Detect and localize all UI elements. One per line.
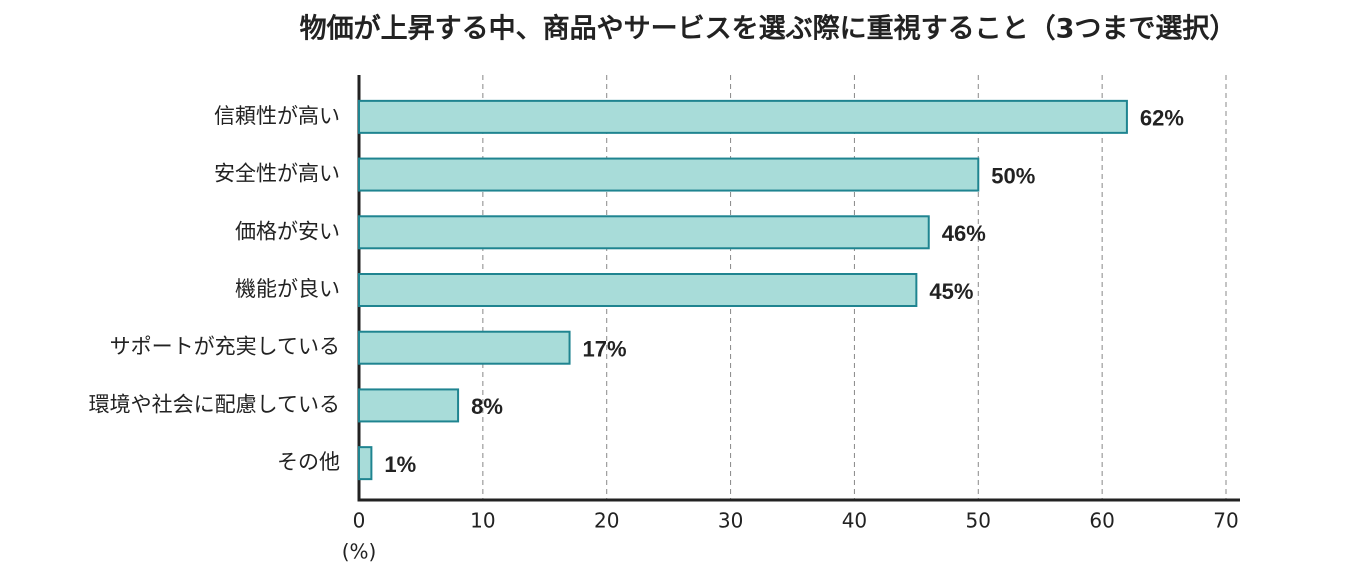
- bar: [358, 273, 918, 307]
- bar: [358, 388, 460, 423]
- category-label: サポートが充実している: [110, 335, 340, 359]
- bar: [358, 99, 1128, 134]
- x-tick-label: 0: [353, 509, 366, 533]
- bar: [358, 446, 373, 481]
- x-tick-label: 30: [718, 509, 743, 533]
- category-label: 環境や社会に配慮している: [89, 392, 340, 416]
- category-label: 価格が安い: [235, 219, 340, 243]
- value-label: 50%: [991, 163, 1035, 188]
- bar: [358, 330, 571, 365]
- x-tick-label: 60: [1089, 509, 1114, 533]
- x-tick-label: 20: [594, 509, 619, 533]
- bar: [358, 157, 980, 192]
- x-tick-label: 70: [1213, 509, 1238, 533]
- category-label: 信頼性が高い: [214, 104, 340, 128]
- value-label: 17%: [583, 337, 627, 362]
- category-label: 機能が良い: [235, 277, 340, 301]
- value-label: 8%: [471, 394, 503, 419]
- x-tick-label: 10: [470, 509, 495, 533]
- bar: [358, 215, 930, 250]
- value-label: 46%: [942, 221, 986, 246]
- category-label: 安全性が高い: [214, 162, 340, 186]
- x-tick-label: 50: [966, 509, 991, 533]
- value-label: 62%: [1140, 106, 1184, 131]
- chart-title: 物価が上昇する中、商品やサービスを選ぶ際に重視すること（3つまで選択）: [300, 13, 1237, 45]
- x-tick-label: 40: [842, 509, 867, 533]
- value-label: 45%: [929, 279, 973, 304]
- category-label: その他: [277, 450, 340, 474]
- value-label: 1%: [384, 452, 416, 477]
- x-axis-label: (%): [342, 540, 377, 564]
